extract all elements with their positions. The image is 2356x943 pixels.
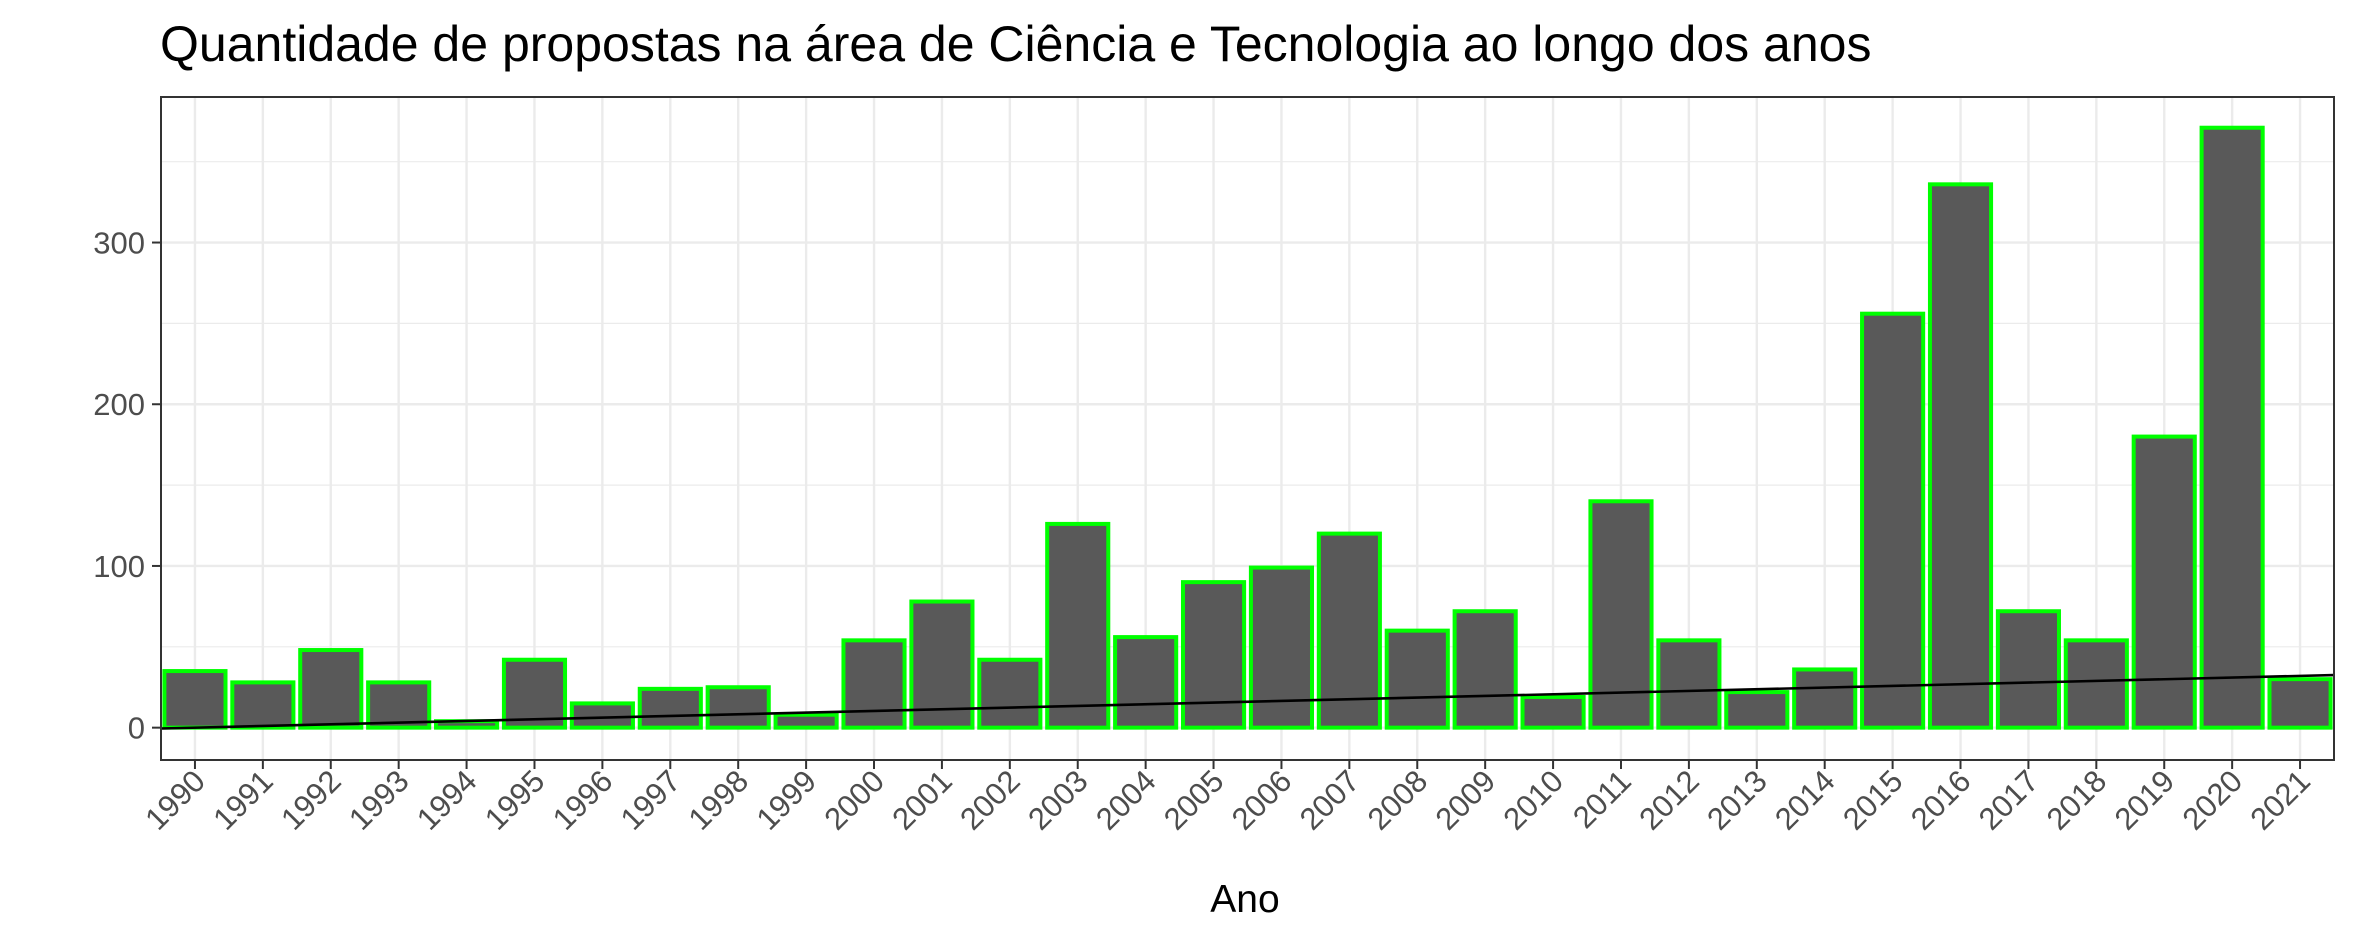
bar-2010 [1520, 694, 1586, 730]
x-tick-label-2008: 2008 [1361, 763, 1435, 837]
bar-1993 [366, 680, 432, 730]
trend-line [160, 673, 2335, 730]
bar-2016 [1927, 182, 1994, 730]
bar-2015 [1860, 311, 1926, 730]
x-tick-label-1990: 1990 [138, 763, 212, 837]
y-tick-label: 0 [128, 711, 145, 746]
bar-2021 [2267, 677, 2333, 730]
bar-2006 [1248, 565, 1315, 730]
x-tick-label-1995: 1995 [478, 763, 552, 837]
bar-2017 [1995, 609, 2061, 730]
x-tick-label-2002: 2002 [953, 763, 1027, 837]
y-axis: 0 100 200 300 [93, 226, 161, 746]
x-tick-label-2010: 2010 [1497, 763, 1571, 837]
x-tick-label-2018: 2018 [2040, 763, 2114, 837]
bar-2003 [1045, 521, 1111, 730]
bar-1997 [637, 686, 703, 730]
y-tick-label: 200 [93, 387, 145, 422]
x-tick-label-2015: 2015 [1836, 763, 1910, 837]
x-tick-label-2001: 2001 [885, 763, 959, 837]
x-tick-label-2012: 2012 [1632, 763, 1706, 837]
bar-1992 [298, 648, 364, 730]
x-axis: 1990199119921993199419951996199719981999… [138, 760, 2317, 837]
x-tick-label-1996: 1996 [546, 763, 620, 837]
bar-2001 [909, 599, 975, 730]
x-tick-label-2016: 2016 [1904, 763, 1978, 837]
bar-1990 [162, 669, 228, 730]
x-tick-label-2020: 2020 [2176, 763, 2250, 837]
x-tick-label-1997: 1997 [614, 763, 688, 837]
y-tick-label: 300 [93, 226, 145, 261]
x-tick-label-1992: 1992 [274, 763, 348, 837]
bar-2007 [1316, 531, 1382, 730]
bar-2018 [2063, 638, 2129, 730]
x-tick-label-2019: 2019 [2108, 763, 2182, 837]
x-tick-label-2011: 2011 [1566, 763, 1638, 835]
bars [162, 125, 2333, 730]
x-tick-label-2000: 2000 [817, 763, 891, 837]
bar-2019 [2131, 434, 2197, 730]
bar-1998 [705, 685, 771, 730]
bar-2011 [1588, 499, 1654, 730]
bar-1995 [501, 657, 568, 730]
x-tick-label-2005: 2005 [1157, 763, 1231, 837]
x-tick-label-1991: 1991 [206, 763, 280, 837]
x-tick-label-2006: 2006 [1225, 763, 1299, 837]
bar-1991 [230, 680, 296, 730]
bar-2008 [1384, 628, 1450, 730]
bar-2013 [1724, 690, 1790, 730]
bar-2000 [841, 638, 907, 730]
bar-2005 [1180, 580, 1247, 730]
x-tick-label-2007: 2007 [1293, 763, 1367, 837]
x-tick-label-2003: 2003 [1021, 763, 1095, 837]
x-tick-label-2013: 2013 [1700, 763, 1774, 837]
x-tick-label-1993: 1993 [342, 763, 416, 837]
x-tick-label-2014: 2014 [1768, 763, 1842, 837]
y-tick-label: 100 [93, 549, 145, 584]
chart-title: Quantidade de propostas na área de Ciênc… [160, 16, 1871, 72]
x-axis-label: Ano [1210, 878, 1279, 921]
x-tick-label-1994: 1994 [410, 763, 484, 837]
x-tick-label-2021: 2021 [2243, 763, 2317, 837]
x-tick-label-2009: 2009 [1429, 763, 1503, 837]
bar-2012 [1656, 638, 1722, 730]
x-tick-label-1999: 1999 [750, 763, 824, 837]
x-tick-label-2004: 2004 [1089, 763, 1163, 837]
plot-panel-border [160, 96, 2335, 761]
bar-2014 [1792, 667, 1858, 730]
bar-2009 [1452, 609, 1518, 730]
bar-2004 [1113, 635, 1179, 730]
bar-2002 [977, 657, 1043, 730]
bar-1996 [569, 701, 635, 730]
x-tick-label-1998: 1998 [682, 763, 756, 837]
bar-1999 [773, 712, 839, 730]
x-tick-label-2017: 2017 [1972, 763, 2046, 837]
bar-2020 [2199, 125, 2265, 730]
